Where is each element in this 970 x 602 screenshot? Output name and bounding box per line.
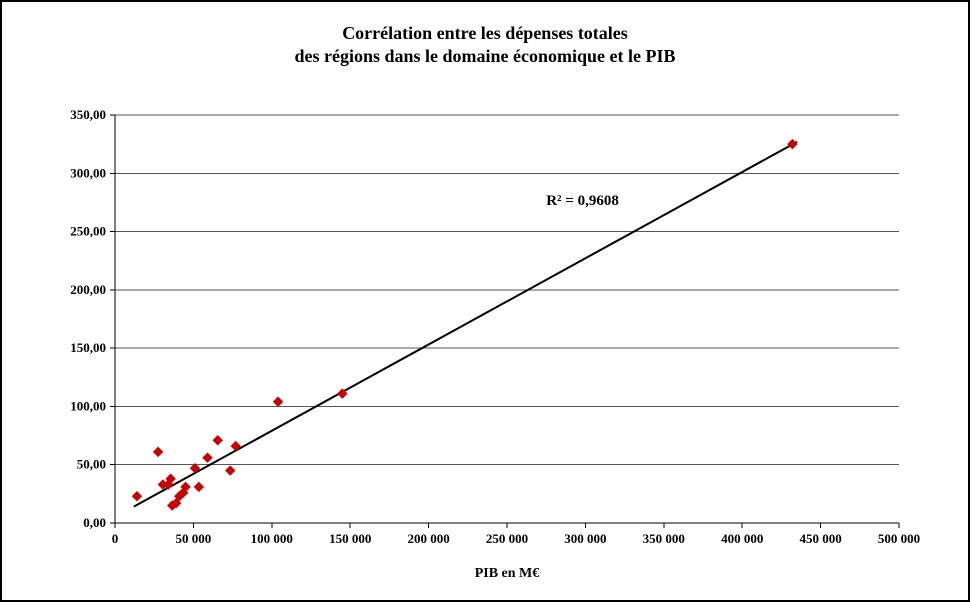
r-squared-annotation: R² = 0,9608 xyxy=(546,193,619,209)
x-tick-label: 200 000 xyxy=(407,531,449,546)
x-tick-label: 400 000 xyxy=(721,531,763,546)
data-point xyxy=(787,138,798,150)
y-tick-label: 0,00 xyxy=(83,515,106,530)
x-tick-label: 150 000 xyxy=(329,531,371,546)
y-tick-label: 200,00 xyxy=(70,282,106,297)
data-point xyxy=(131,490,143,502)
y-tick-label: 350,00 xyxy=(70,107,106,122)
data-point xyxy=(272,396,284,407)
data-point xyxy=(193,481,205,493)
y-tick-label: 300,00 xyxy=(70,165,106,180)
data-point xyxy=(189,463,201,474)
x-tick-label: 300 000 xyxy=(564,531,606,546)
y-tick-label: 250,00 xyxy=(70,224,106,239)
x-tick-label: 250 000 xyxy=(486,531,528,546)
data-point xyxy=(202,452,213,463)
data-point xyxy=(152,446,164,458)
y-tick-label: 100,00 xyxy=(70,398,106,413)
data-point xyxy=(212,435,223,446)
x-tick-label: 0 xyxy=(112,531,119,546)
trendline xyxy=(133,140,798,508)
x-tick-label: 350 000 xyxy=(643,531,685,546)
x-tick-label: 450 000 xyxy=(799,531,841,546)
data-point xyxy=(165,473,176,484)
y-tick-label: 50,00 xyxy=(77,457,106,472)
data-point xyxy=(225,465,236,476)
y-tick-label: 150,00 xyxy=(70,340,106,355)
x-tick-label: 500 000 xyxy=(878,531,920,546)
data-point xyxy=(337,388,348,399)
x-tick-label: 50 000 xyxy=(176,531,212,546)
data-point xyxy=(180,481,191,493)
x-tick-label: 100 000 xyxy=(251,531,293,546)
data-point xyxy=(170,497,182,509)
data-point xyxy=(230,440,241,452)
